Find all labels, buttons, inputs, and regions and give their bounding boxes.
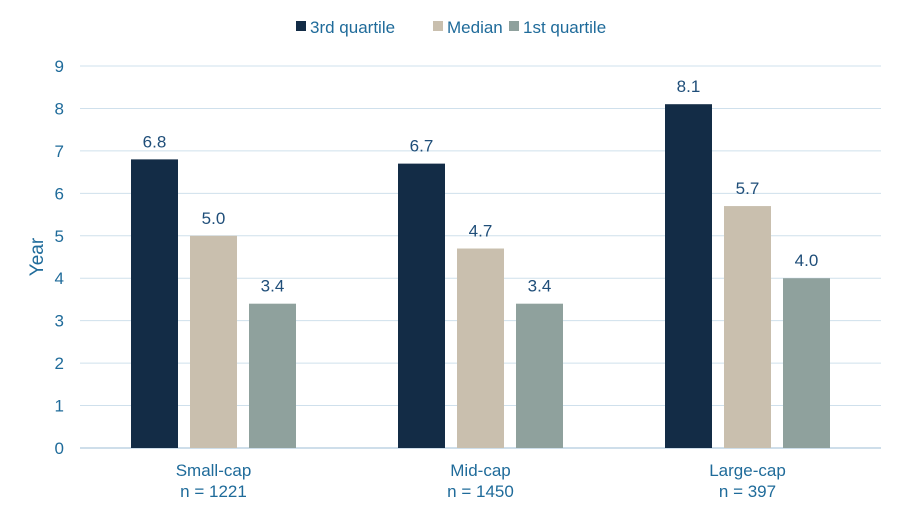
x-axis: Small-cap n = 1221 Mid-cap n = 1450 Large-ca… — [176, 461, 786, 501]
bar-3rd-quartile-mid-cap — [398, 163, 445, 448]
data-label: 6.7 — [410, 137, 434, 156]
bar-1st-quartile-small-cap — [249, 303, 296, 448]
legend-label: Median — [447, 18, 503, 37]
y-axis: 0 1 2 3 4 5 6 7 8 9 — [55, 57, 64, 458]
bars — [131, 104, 830, 448]
bar-1st-quartile-large-cap — [783, 278, 830, 448]
data-label: 8.1 — [677, 77, 701, 96]
x-category-label: Small-cap — [176, 461, 252, 480]
legend-label: 1st quartile — [523, 18, 606, 37]
bar-3rd-quartile-large-cap — [665, 104, 712, 448]
y-tick-label: 1 — [55, 397, 64, 416]
legend-swatch — [433, 21, 443, 31]
legend-swatch — [509, 21, 519, 31]
bar-median-large-cap — [724, 206, 771, 448]
legend-label: 3rd quartile — [310, 18, 395, 37]
data-label: 3.4 — [528, 277, 552, 296]
data-label: 3.4 — [261, 277, 285, 296]
y-tick-label: 8 — [55, 99, 64, 118]
y-tick-label: 0 — [55, 439, 64, 458]
x-category-label: Large-cap — [709, 461, 786, 480]
data-label: 6.8 — [143, 132, 167, 151]
data-label: 5.7 — [736, 179, 760, 198]
x-category-label: Mid-cap — [450, 461, 510, 480]
data-label: 4.0 — [795, 251, 819, 270]
bar-median-small-cap — [190, 235, 237, 448]
y-tick-label: 5 — [55, 227, 64, 246]
y-tick-label: 6 — [55, 184, 64, 203]
data-label: 4.7 — [469, 222, 493, 241]
y-tick-label: 3 — [55, 312, 64, 331]
x-category-sublabel: n = 1221 — [180, 482, 247, 501]
y-tick-label: 9 — [55, 57, 64, 76]
data-label: 5.0 — [202, 209, 226, 228]
y-tick-label: 4 — [55, 269, 64, 288]
x-category-sublabel: n = 1450 — [447, 482, 514, 501]
x-category-sublabel: n = 397 — [719, 482, 776, 501]
y-tick-label: 7 — [55, 142, 64, 161]
bar-3rd-quartile-small-cap — [131, 159, 178, 448]
y-axis-title: Year — [27, 237, 48, 276]
legend-swatch — [296, 21, 306, 31]
data-labels: 6.8 5.0 3.4 6.7 4.7 3.4 8.1 5.7 4.0 — [143, 77, 819, 295]
bar-1st-quartile-mid-cap — [516, 303, 563, 448]
bar-median-mid-cap — [457, 248, 504, 448]
legend: 3rd quartile Median 1st quartile — [296, 18, 606, 37]
y-tick-label: 2 — [55, 354, 64, 373]
